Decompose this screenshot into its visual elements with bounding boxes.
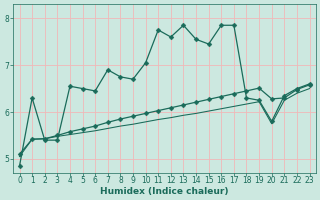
X-axis label: Humidex (Indice chaleur): Humidex (Indice chaleur)	[100, 187, 229, 196]
